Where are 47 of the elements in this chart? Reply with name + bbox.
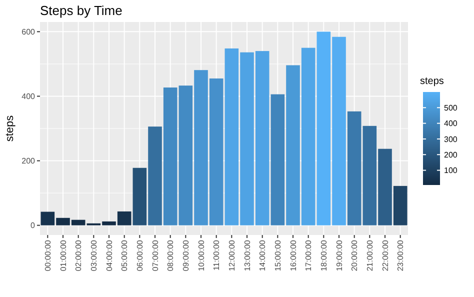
x-tick-label: 13:00:00	[242, 239, 252, 272]
x-tick-label: 14:00:00	[258, 239, 268, 272]
bar	[378, 148, 392, 226]
x-tick-label: 01:00:00	[58, 239, 68, 272]
x-tick-label: 17:00:00	[304, 239, 314, 272]
color-bar-label: 200	[444, 150, 458, 160]
x-tick-label: 05:00:00	[120, 239, 130, 272]
x-tick-label: 07:00:00	[150, 239, 160, 272]
color-bar-title: steps	[420, 76, 444, 87]
y-axis-title: steps	[4, 114, 16, 142]
x-tick-label: 15:00:00	[273, 239, 282, 272]
x-tick-label: 16:00:00	[288, 239, 298, 272]
bar	[347, 111, 362, 226]
bar	[178, 86, 193, 226]
bar	[301, 48, 316, 226]
bar	[393, 186, 408, 226]
y-tick-label: 400	[22, 92, 36, 102]
bar	[286, 65, 300, 226]
color-bar-label: 400	[444, 119, 458, 128]
bar	[163, 88, 178, 226]
x-tick-label: 02:00:00	[74, 239, 84, 272]
x-tick-label: 06:00:00	[135, 239, 144, 272]
x-tick-label: 10:00:00	[196, 239, 206, 272]
color-bar-label: 100	[444, 166, 458, 176]
x-tick-label: 03:00:00	[89, 239, 98, 272]
x-tick-label: 18:00:00	[319, 239, 328, 272]
x-tick-label: 09:00:00	[181, 239, 190, 272]
y-tick-label: 0	[30, 221, 36, 230]
x-tick-label: 20:00:00	[350, 239, 360, 272]
y-tick-label: 600	[22, 27, 36, 36]
x-tick-label: 11:00:00	[212, 239, 222, 271]
x-tick-label: 23:00:00	[396, 239, 406, 272]
bar	[132, 168, 147, 226]
color-bar-label: 300	[444, 134, 458, 144]
x-tick-label: 04:00:00	[104, 239, 114, 272]
x-tick-label: 22:00:00	[380, 239, 390, 272]
bar	[148, 126, 162, 226]
y-tick-label: 200	[22, 156, 36, 166]
x-tick-label: 08:00:00	[166, 239, 176, 272]
bar	[270, 94, 285, 226]
bar	[362, 126, 377, 226]
color-bar-label: 500	[444, 103, 458, 112]
x-tick-label: 19:00:00	[334, 239, 344, 272]
chart-title: Steps by Time	[40, 3, 122, 18]
x-tick-label: 21:00:00	[365, 239, 374, 272]
x-tick-label: 12:00:00	[227, 239, 236, 272]
x-tick-label: 00:00:00	[43, 239, 52, 272]
